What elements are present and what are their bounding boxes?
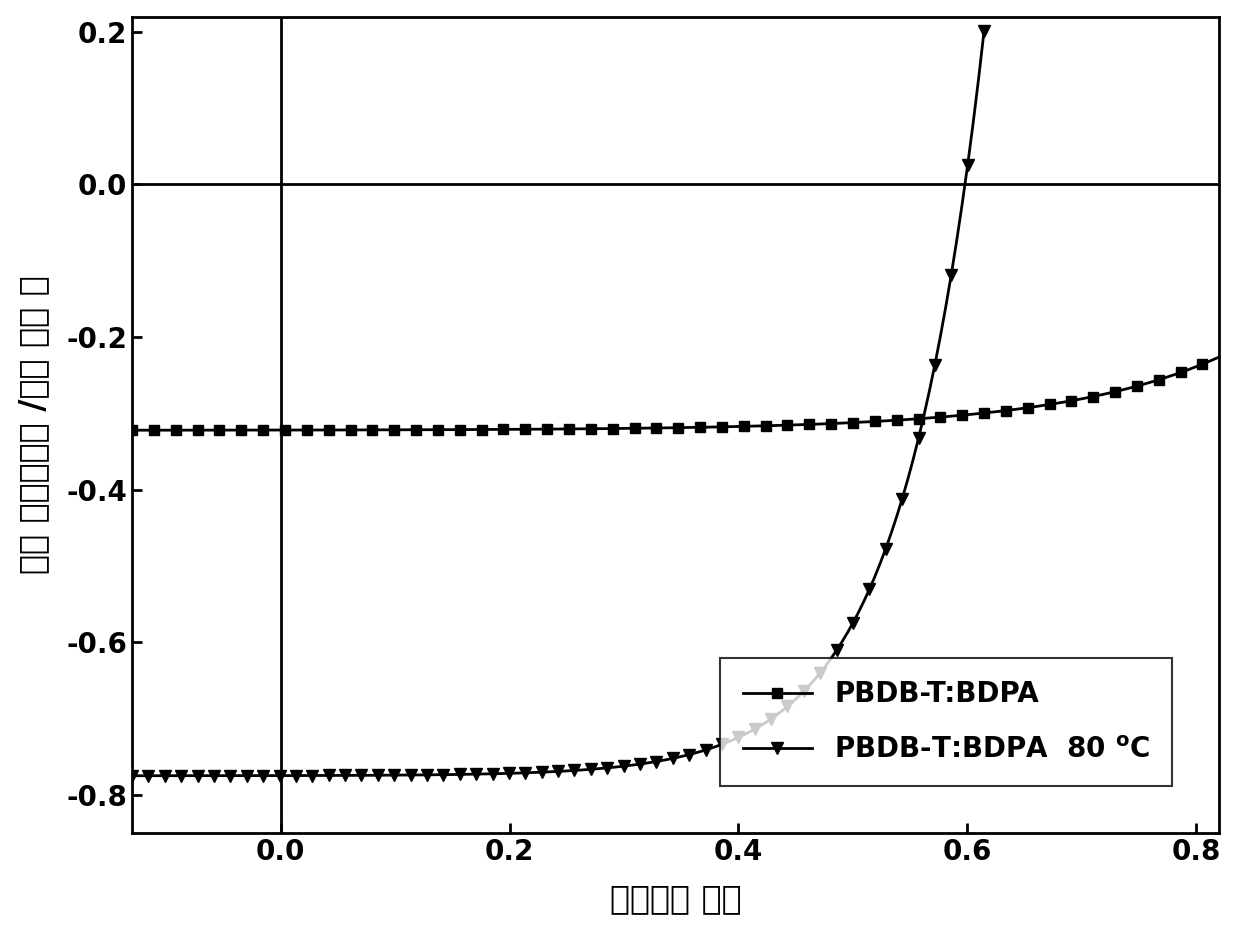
Legend: PBDB-T:BDPA, PBDB-T:BDPA  80 $^{\mathbf{o}}$C: PBDB-T:BDPA, PBDB-T:BDPA 80 $^{\mathbf{o… [720, 658, 1172, 787]
Y-axis label: 电流 密度（毫安 /平方 厘米 ）: 电流 密度（毫安 /平方 厘米 ） [16, 275, 50, 574]
X-axis label: 电压（伏 特）: 电压（伏 特） [610, 883, 742, 915]
